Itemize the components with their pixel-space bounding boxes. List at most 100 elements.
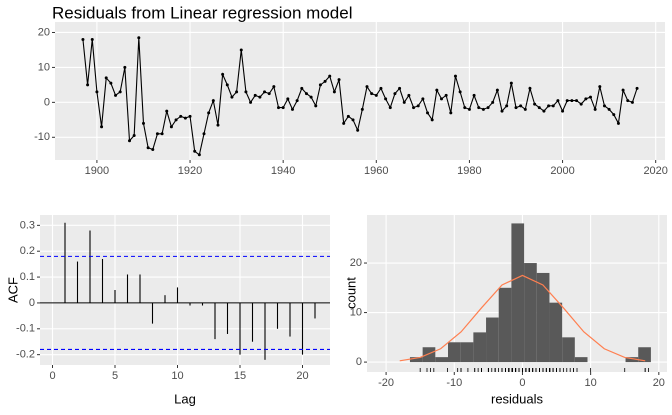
- x-tick-label: 10: [585, 377, 597, 389]
- point: [197, 153, 201, 157]
- point: [561, 109, 565, 113]
- point: [584, 97, 588, 101]
- point: [565, 99, 569, 103]
- point: [128, 139, 132, 143]
- point: [151, 148, 155, 152]
- x-tick-label: 15: [234, 370, 246, 382]
- point: [86, 83, 90, 87]
- point: [421, 97, 425, 101]
- bar: [409, 357, 423, 363]
- point: [337, 78, 341, 82]
- bar: [448, 342, 461, 363]
- point: [528, 86, 532, 90]
- point: [481, 107, 485, 111]
- point: [453, 74, 457, 78]
- point: [179, 114, 183, 118]
- point: [519, 104, 523, 108]
- point: [290, 107, 294, 111]
- point: [146, 146, 150, 150]
- point: [342, 121, 346, 125]
- x-tick-label: -20: [378, 377, 394, 389]
- point: [272, 85, 276, 89]
- point: [169, 125, 173, 129]
- point: [193, 149, 197, 153]
- x-tick-label: 1980: [457, 165, 481, 177]
- point: [239, 48, 243, 52]
- point: [160, 132, 164, 136]
- point: [216, 123, 220, 127]
- point: [439, 97, 443, 101]
- point: [514, 106, 518, 110]
- point: [132, 134, 136, 138]
- point: [109, 81, 113, 85]
- point: [472, 93, 476, 97]
- point: [374, 93, 378, 97]
- point: [635, 86, 639, 90]
- y-tick-label: 20: [38, 26, 50, 38]
- point: [267, 92, 271, 96]
- point: [356, 128, 360, 132]
- point: [100, 125, 104, 129]
- y-tick-label: 0: [44, 96, 50, 108]
- y-tick-label: 10: [38, 61, 50, 73]
- point: [137, 36, 141, 40]
- point: [542, 109, 546, 113]
- point: [263, 90, 267, 94]
- bar: [498, 287, 512, 363]
- point: [277, 106, 281, 110]
- point: [533, 102, 537, 106]
- point: [598, 85, 602, 89]
- point: [444, 93, 448, 97]
- point: [467, 107, 471, 111]
- bar: [473, 332, 487, 363]
- point: [602, 104, 606, 108]
- y-tick-label: 0.2: [20, 245, 35, 257]
- y-axis-title: ACF: [5, 277, 20, 303]
- y-tick-label: -10: [34, 131, 50, 143]
- point: [165, 109, 169, 113]
- point: [141, 121, 145, 125]
- point: [225, 83, 229, 87]
- point: [244, 90, 248, 94]
- x-tick-label: 1940: [271, 165, 295, 177]
- x-axis-title: residuals: [491, 391, 544, 406]
- point: [211, 99, 215, 103]
- point: [556, 99, 560, 103]
- point: [570, 99, 574, 103]
- point: [551, 104, 555, 108]
- point: [388, 106, 392, 110]
- point: [286, 97, 290, 101]
- point: [537, 106, 541, 110]
- x-tick-label: 20: [296, 370, 308, 382]
- point: [95, 90, 99, 94]
- y-tick-label: 10: [350, 306, 362, 318]
- y-tick-label: -0.2: [16, 349, 35, 361]
- point: [402, 100, 406, 104]
- point: [221, 72, 225, 76]
- point: [249, 100, 253, 104]
- x-tick-label: -10: [446, 377, 462, 389]
- point: [616, 121, 620, 125]
- point: [407, 93, 411, 97]
- bar: [536, 272, 550, 363]
- density-curve: [399, 274, 646, 362]
- y-tick-label: 0: [356, 356, 362, 368]
- point: [449, 111, 453, 115]
- point: [318, 83, 322, 87]
- x-axis-title: Lag: [174, 391, 196, 406]
- point: [486, 106, 490, 110]
- y-tick-label: 0.3: [20, 219, 35, 231]
- point: [351, 118, 355, 122]
- point: [416, 104, 420, 108]
- point: [588, 95, 592, 99]
- x-tick-label: 1900: [85, 165, 109, 177]
- point: [500, 109, 504, 113]
- point: [523, 107, 527, 111]
- point: [123, 65, 127, 69]
- point: [323, 79, 327, 83]
- x-tick-label: 2000: [550, 165, 574, 177]
- bar: [511, 223, 525, 363]
- point: [579, 102, 583, 106]
- point: [612, 113, 616, 117]
